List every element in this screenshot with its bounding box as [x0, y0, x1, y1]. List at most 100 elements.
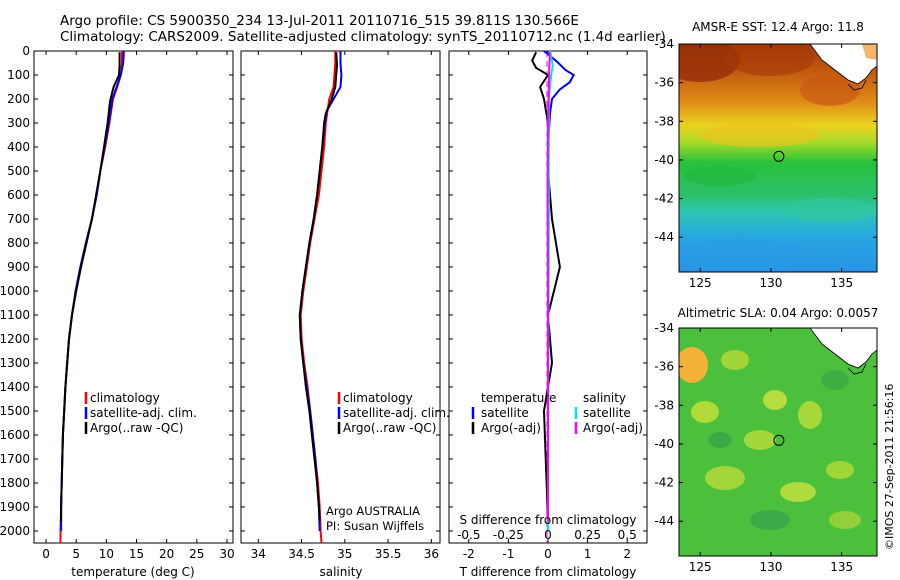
salinity-panel: 34 34.5 35 35.5 36 salinity climatology sate… [240, 50, 450, 579]
x-tick-label: 25 [189, 547, 204, 561]
depth-tick-label: 500 [7, 164, 30, 178]
t-difference-xlabel: T difference from climatology [459, 565, 637, 579]
s-difference-ticks: -0.5 -0.25 0 0.25 0.5 [457, 528, 637, 542]
difference-series [531, 50, 576, 531]
lat-tick-label: -34 [654, 37, 674, 51]
sla-low-blob [821, 370, 849, 390]
x-tick-label: 34.5 [288, 547, 315, 561]
s-difference-xlabel: S difference from climatology [460, 513, 637, 527]
sla-map-frame [678, 327, 878, 557]
sst-map-panel: AMSR-E SST: 12.4 Argo: 11.8 -34 -36 -38 -40… [654, 20, 878, 290]
depth-tick-label: 1900 [0, 500, 30, 514]
lon-tick-label: 135 [830, 560, 853, 574]
legend-climatology: climatology [343, 391, 413, 405]
depth-tick-label: 1700 [0, 452, 30, 466]
lon-tick-label: 135 [830, 276, 853, 290]
salinity-depth-ticks [241, 50, 440, 532]
sla-blob [826, 461, 854, 479]
depth-tick-label: 300 [7, 116, 30, 130]
depth-tick-label: 400 [7, 140, 30, 154]
sst-map-frame [678, 43, 878, 273]
figure-title-line1: Argo profile: CS 5900350_234 13-Jul-2011… [60, 13, 579, 29]
sst-yellow-band [700, 123, 820, 147]
depth-tick-label: 900 [7, 260, 30, 274]
series-line-argo-raw-qc- [298, 52, 339, 522]
temperature-series [59, 50, 125, 543]
depth-tick-label: 1500 [0, 404, 30, 418]
legend-argo: Argo(..raw -QC) [343, 421, 436, 435]
lat-tick-label: -42 [654, 192, 674, 206]
depth-tick-label: 1300 [0, 356, 30, 370]
legend-s-argo: Argo(-adj) [583, 421, 643, 435]
sla-blob [780, 482, 816, 502]
sst-map-title: AMSR-E SST: 12.4 Argo: 11.8 [692, 20, 864, 34]
sst-land [809, 44, 877, 85]
lon-tick-label: 130 [759, 560, 782, 574]
depth-tick-label: 1200 [0, 332, 30, 346]
sla-blob [763, 390, 787, 410]
lat-tick-label: -42 [654, 476, 674, 490]
sla-low-blob [708, 432, 732, 448]
depth-ticks: 0 100 200 300 400 500 600 700 800 900 1000 1100 1200… [0, 44, 233, 538]
sla-blob [705, 466, 745, 490]
sla-field [679, 328, 877, 556]
coastline [847, 79, 867, 91]
legend-s-satellite: satellite [583, 406, 631, 420]
x-tick-label: 35 [337, 547, 352, 561]
x-tick-label: 0 [544, 547, 552, 561]
x-tick-label: 34 [251, 547, 266, 561]
lat-tick-label: -38 [654, 114, 674, 128]
sst-map-ticks: -34 -36 -38 -40 -42 -44 125 130 135 [654, 37, 877, 290]
sst-teal-blob [785, 198, 875, 222]
x-tick-label: 20 [159, 547, 174, 561]
depth-tick-label: 1400 [0, 380, 30, 394]
difference-legend: temperature satellite Argo(-adj) salinit… [471, 391, 643, 435]
sst-warm-blob [725, 44, 815, 76]
temperature-axes-box [33, 50, 234, 544]
difference-panel: -2 -1 0 1 2 T difference from climatology S … [448, 50, 648, 579]
coastline [847, 363, 867, 375]
sst-coastal-warm [862, 44, 877, 60]
x-tick-label: 10 [99, 547, 114, 561]
legend-satellite: satellite-adj. clim. [90, 406, 197, 420]
depth-tick-label: 100 [7, 68, 30, 82]
x-tick-label: 0 [42, 547, 50, 561]
depth-tick-label: 1800 [0, 476, 30, 490]
sla-blob [691, 401, 719, 423]
difference-xticks: -2 -1 0 1 2 [463, 51, 631, 561]
sla-low-blob [750, 510, 790, 530]
lat-tick-label: -40 [654, 153, 674, 167]
argo-location-marker [773, 434, 785, 446]
salinity-xticks: 34 34.5 35 35.5 36 [251, 51, 439, 561]
sla-map-ticks: -34 -36 -38 -40 -42 -44 125 130 135 [654, 321, 877, 574]
x-tick-label: 1 [584, 547, 592, 561]
temperature-panel: 0100200300400500600700800900100011001200… [0, 44, 235, 579]
depth-tick-label: 200 [7, 92, 30, 106]
temperature-xlabel: temperature (deg C) [71, 565, 194, 579]
lon-tick-label: 125 [689, 560, 712, 574]
x-tick-label: 15 [129, 547, 144, 561]
lon-tick-label: 130 [759, 276, 782, 290]
legend-t-argo: Argo(-adj) [481, 421, 541, 435]
difference-depth-ticks [449, 50, 647, 532]
temperature-legend: climatology satellite-adj. clim. Argo(..… [84, 391, 197, 435]
salinity-axes-box [240, 50, 441, 544]
temperature-xticks: 0 5 10 15 20 25 30 [42, 51, 235, 561]
sla-blob [829, 511, 861, 529]
legend-temperature-header: temperature [481, 391, 556, 405]
salinity-xlabel: salinity [319, 565, 362, 579]
lat-tick-label: -38 [654, 398, 674, 412]
sla-land [809, 328, 877, 369]
depth-tick-label: 1000 [0, 284, 30, 298]
lat-tick-label: -44 [654, 230, 674, 244]
s-tick-label: -0.5 [457, 528, 480, 542]
lat-tick-label: -34 [654, 321, 674, 335]
sst-field [679, 44, 877, 272]
sst-warm-blob [679, 44, 740, 82]
figure-title-line2: Climatology: CARS2009. Satellite-adjuste… [60, 29, 666, 45]
lat-tick-label: -40 [654, 437, 674, 451]
sla-blob [798, 401, 822, 429]
argo-program-label: Argo AUSTRALIA [326, 504, 420, 518]
legend-argo: Argo(..raw -QC) [90, 421, 183, 435]
